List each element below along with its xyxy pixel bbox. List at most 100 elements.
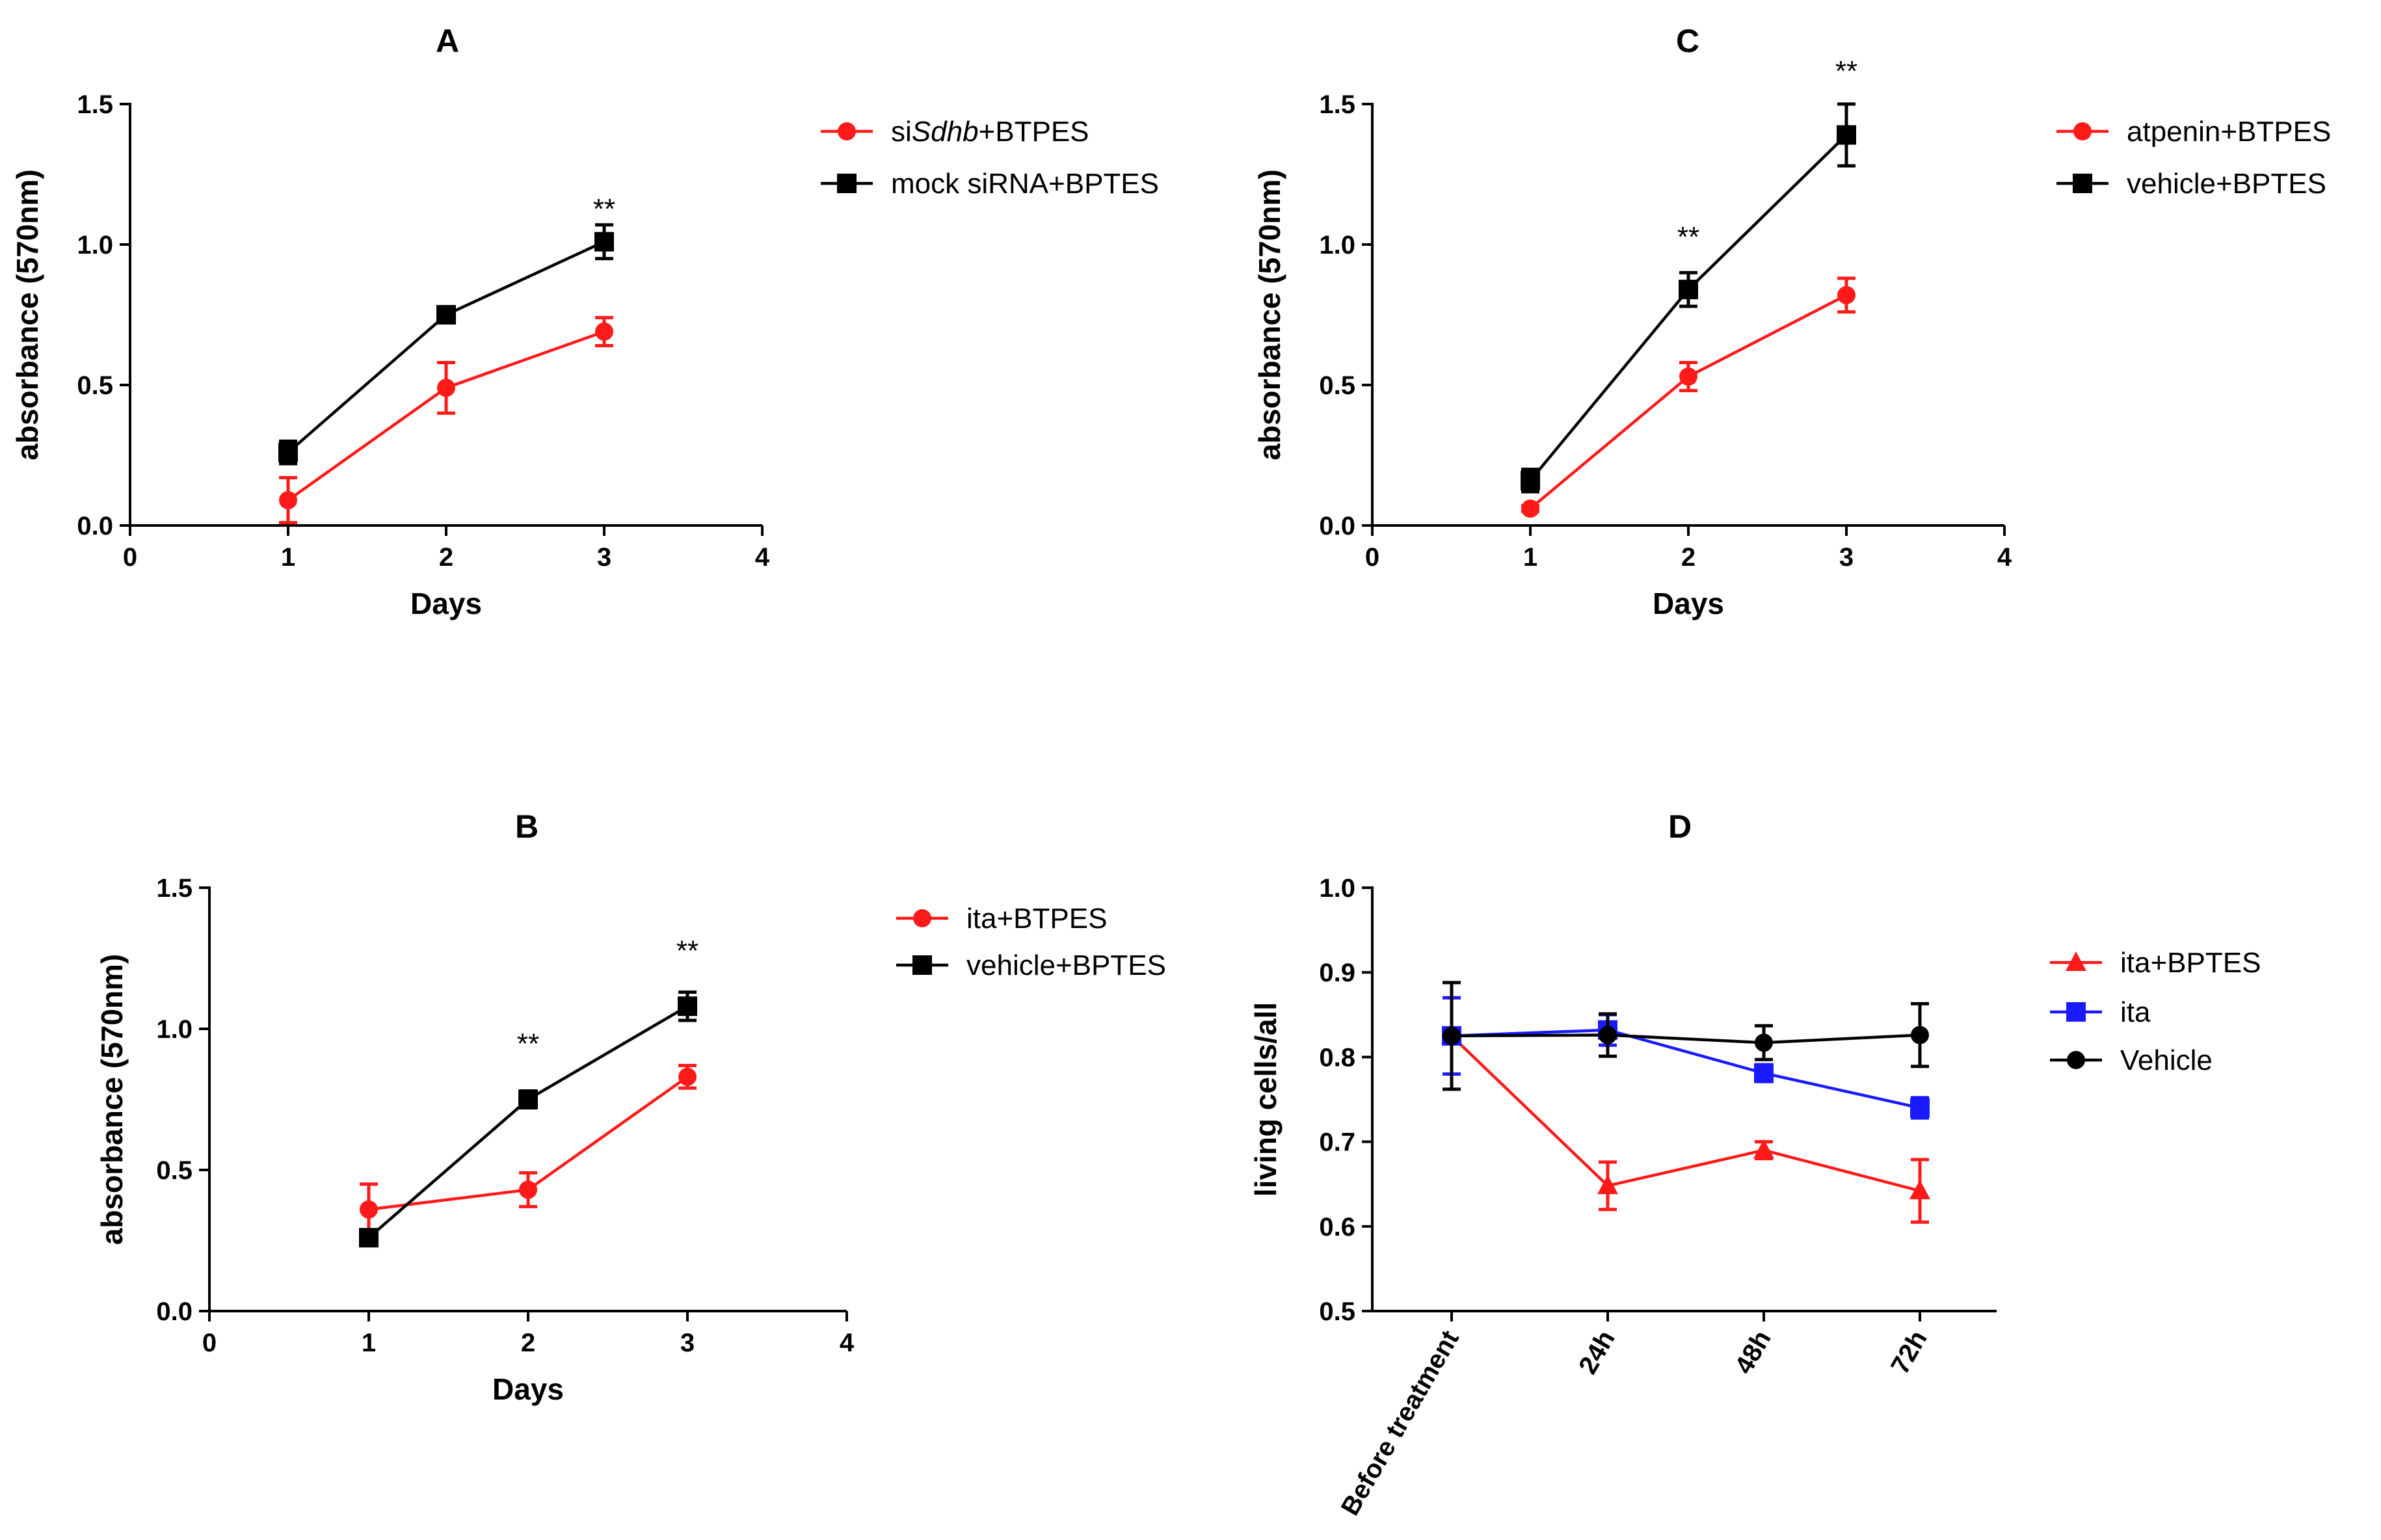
x-tick-label: 2 — [439, 543, 453, 572]
data-point — [518, 1089, 538, 1109]
legend-marker — [2066, 1002, 2086, 1022]
series-line — [287, 330, 605, 501]
legend-item: vehicle+BPTES — [2056, 168, 2326, 200]
panel-title: B — [515, 808, 539, 845]
legend-item: vehicle+BPTES — [896, 949, 1166, 981]
legend-marker — [913, 909, 931, 927]
y-tick-label: 0.7 — [1319, 1128, 1355, 1157]
series-1 — [359, 990, 697, 1248]
y-tick-label: 0.5 — [1319, 1297, 1355, 1326]
legend-marker — [2073, 174, 2092, 193]
legend-item: Vehicle — [2050, 1044, 2213, 1076]
x-tick-label: Before treatment — [1336, 1326, 1465, 1520]
data-point — [678, 1067, 697, 1086]
x-tick-label: 0 — [1365, 543, 1379, 572]
series-line — [1451, 1028, 1921, 1109]
legend-marker — [837, 174, 857, 193]
series-1 — [278, 223, 614, 466]
x-axis-title: Days — [1653, 587, 1724, 620]
data-point — [678, 996, 697, 1016]
data-point — [360, 1200, 378, 1219]
data-point — [1679, 367, 1697, 386]
legend-item: atpenin+BTPES — [2056, 116, 2331, 148]
legend-label: vehicle+BPTES — [966, 949, 1166, 981]
x-tick-label: 0 — [123, 543, 137, 572]
data-point — [1597, 1175, 1618, 1195]
legend-label: atpenin+BTPES — [2127, 116, 2331, 148]
data-point — [359, 1228, 379, 1248]
data-point — [278, 442, 298, 462]
y-tick-label: 1.0 — [156, 1015, 193, 1044]
legend-marker — [838, 122, 856, 140]
data-point — [1909, 1180, 1930, 1200]
y-tick-label: 1.0 — [1319, 231, 1355, 259]
data-point — [1754, 1063, 1774, 1083]
x-tick-label: 2 — [521, 1329, 535, 1357]
data-point — [1521, 499, 1539, 518]
x-tick-label: 1 — [281, 543, 295, 572]
data-point — [1837, 285, 1856, 304]
series-0 — [1441, 996, 1930, 1224]
data-point — [1911, 1026, 1929, 1044]
y-tick-label: 1.5 — [156, 874, 193, 903]
panel-title: A — [436, 23, 459, 59]
legend-label-italic: Sdhb — [912, 116, 979, 148]
x-axis-title: Days — [410, 587, 482, 620]
legend-item: ita — [2050, 996, 2151, 1028]
significance-mark: ** — [676, 935, 698, 966]
y-tick-label: 0.0 — [156, 1297, 193, 1326]
panel-title: C — [1676, 23, 1699, 59]
data-point — [1599, 1026, 1617, 1044]
significance-mark: ** — [517, 1028, 539, 1060]
x-tick-label: 2 — [1681, 543, 1696, 572]
y-axis-title: absorbance (570nm) — [1253, 169, 1286, 460]
panel-a: A 0.0 0.5 1.0 1.5 0 1 2 3 4 Days absorbance (570nm)… — [10, 23, 1159, 620]
series-line — [1451, 1033, 1921, 1044]
x-tick-label: 3 — [597, 543, 611, 572]
legend-label: vehicle+BPTES — [2127, 168, 2326, 200]
series-0 — [279, 315, 613, 525]
data-point — [1753, 1139, 1774, 1159]
legend-label: Vehicle — [2120, 1044, 2213, 1076]
y-axis-title: living cells/all — [1249, 1002, 1283, 1197]
x-tick-label: 3 — [680, 1329, 695, 1357]
y-tick-label: 0.5 — [1319, 371, 1355, 400]
series-1 — [1521, 102, 1856, 494]
y-tick-label: 1.5 — [77, 90, 113, 119]
data-point — [437, 378, 455, 397]
series-1 — [1442, 996, 1930, 1120]
legend-label: ita — [2120, 996, 2151, 1028]
y-tick-label: 0.0 — [77, 512, 113, 540]
y-tick-label: 0.9 — [1319, 959, 1355, 987]
legend-marker — [2066, 951, 2086, 971]
series-2 — [1443, 981, 1929, 1091]
significance-mark: ** — [1835, 55, 1857, 87]
data-point — [279, 491, 297, 510]
y-axis-title: absorbance (570nm) — [95, 954, 129, 1245]
y-tick-label: 0.5 — [156, 1156, 193, 1185]
data-point — [594, 232, 614, 252]
panel-c: C 0.0 0.5 1.0 1.5 0 1 2 3 4 Days absorbance (570nm)… — [1253, 23, 2331, 620]
data-point — [1443, 1026, 1461, 1045]
significance-mark: ** — [593, 193, 615, 225]
significance-mark: ** — [1677, 221, 1699, 253]
x-tick-label: 24h — [1573, 1326, 1621, 1379]
y-axis-title: absorbance (570nm) — [10, 169, 44, 460]
y-tick-label: 0.0 — [1319, 512, 1355, 540]
x-axis-title: Days — [492, 1372, 564, 1406]
legend-label: mock siRNA+BPTES — [891, 168, 1159, 200]
legend-marker — [2073, 122, 2092, 140]
series-line — [1450, 1035, 1921, 1193]
data-point — [595, 322, 613, 341]
x-tick-label: 4 — [1997, 543, 2012, 572]
x-tick-label: 4 — [755, 543, 770, 572]
series-0 — [1521, 276, 1856, 518]
data-point — [436, 305, 456, 325]
data-point — [519, 1180, 537, 1199]
legend-item: ita+BTPES — [896, 903, 1107, 935]
data-point — [1521, 470, 1540, 490]
x-tick-label: 1 — [1523, 543, 1537, 572]
x-tick-label: 0 — [202, 1329, 217, 1357]
legend-label: ita+BPTES — [2120, 947, 2261, 979]
